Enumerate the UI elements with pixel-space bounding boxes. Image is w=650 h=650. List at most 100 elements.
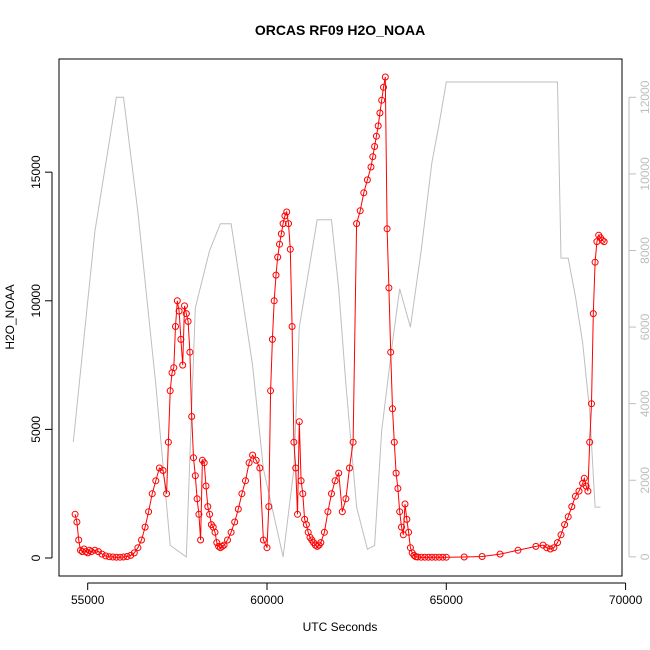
h2o-point [175,307,183,315]
h2o-point [564,513,572,521]
h2o-point [71,510,79,518]
h2o-point [202,482,210,490]
h2o-point [112,553,120,561]
h2o-point [242,477,249,485]
h2o-point [188,413,196,420]
h2o-point [403,515,411,523]
h2o-point [191,472,199,480]
h2o-point [270,297,278,305]
h2o-point [224,536,231,544]
h2o-point [256,464,264,472]
h2o-point [134,544,142,552]
h2o-point [338,508,346,516]
h2o-point [259,536,267,544]
h2o-point [267,387,275,395]
h2o-point [299,490,307,498]
h2o-point [313,542,321,550]
y-tick-label: 5000 [29,416,43,443]
altitude-line [72,81,601,558]
h2o-point [328,490,335,498]
h2o-point [218,542,226,550]
h2o-point [589,310,597,318]
h2o-series [71,73,608,561]
h2o-point [398,523,405,531]
h2o-point [439,553,447,561]
altitude-series [72,81,601,558]
x-axis-label: UTC Seconds [303,620,378,634]
h2o-point [159,467,167,474]
h2o-point [213,539,221,547]
h2o-point [172,323,179,330]
h2o-point [580,474,588,482]
h2o-point [75,536,83,544]
h2o-point [181,302,188,310]
h2o-point [591,258,599,266]
h2o-point [335,469,343,477]
y2-axis: 0 2000 4000 6000 8000 10000 12000 [628,80,650,560]
h2o-point [331,477,339,485]
h2o-point [206,510,214,518]
h2o-point [324,508,332,516]
h2o-point [514,546,522,554]
h2o-point [173,297,181,305]
h2o-point [102,552,110,560]
h2o-point [288,323,296,330]
h2o-point [356,207,364,215]
h2o-point [184,317,192,325]
h2o-point [190,454,197,462]
h2o-point [197,536,205,544]
h2o-point [179,361,187,369]
h2o-point [281,212,289,220]
h2o-point [372,132,380,140]
h2o-point [478,553,486,560]
h2o-line [74,76,605,558]
y2-tick-label: 10000 [638,157,650,191]
h2o-point [227,528,235,536]
y2-tick-label: 8000 [638,237,650,264]
h2o-point [164,438,172,446]
h2o-point [145,508,153,516]
h2o-point [166,387,174,395]
h2o-point [120,553,127,561]
h2o-point [414,553,422,561]
h2o-point [405,528,413,536]
h2o-point [297,477,305,485]
h2o-point [385,284,393,292]
h2o-point [91,546,99,554]
h2o-point [374,122,382,130]
h2o-point [285,220,292,228]
h2o-point [363,176,371,184]
h2o-point [410,551,418,559]
h2o-point [234,505,242,513]
h2o-point [342,495,350,503]
h2o-point [177,335,185,343]
y2-tick-label: 6000 [638,313,650,340]
h2o-point [317,539,325,547]
y-tick-label: 10000 [29,284,43,318]
h2o-point [432,553,439,561]
h2o-point [268,335,276,343]
h2o-point [387,348,395,356]
h2o-point [543,544,551,552]
h2o-point [371,143,379,150]
h2o-point [367,163,375,171]
h2o-point [292,464,300,472]
chart-title: ORCAS RF09 H2O_NOAA [255,22,425,38]
h2o-point [442,553,450,561]
h2o-point [571,492,579,500]
x-tick-label: 60000 [250,593,284,607]
y2-tick-label: 0 [638,553,650,560]
h2o-point [561,521,569,529]
h2o-point [383,225,391,233]
h2o-point [82,548,90,556]
h2o-point [138,536,145,544]
h2o-point [600,238,608,246]
h2o-point [265,503,273,511]
h2o-point [170,364,178,372]
h2o-point [290,438,298,446]
h2o-point [550,544,558,552]
h2o-point [389,405,396,413]
h2o-point [396,508,404,516]
h2o-point [460,553,468,561]
x-tick-label: 70000 [609,593,643,607]
